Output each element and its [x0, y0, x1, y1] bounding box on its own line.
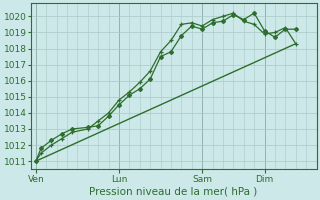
X-axis label: Pression niveau de la mer( hPa ): Pression niveau de la mer( hPa ): [90, 187, 258, 197]
